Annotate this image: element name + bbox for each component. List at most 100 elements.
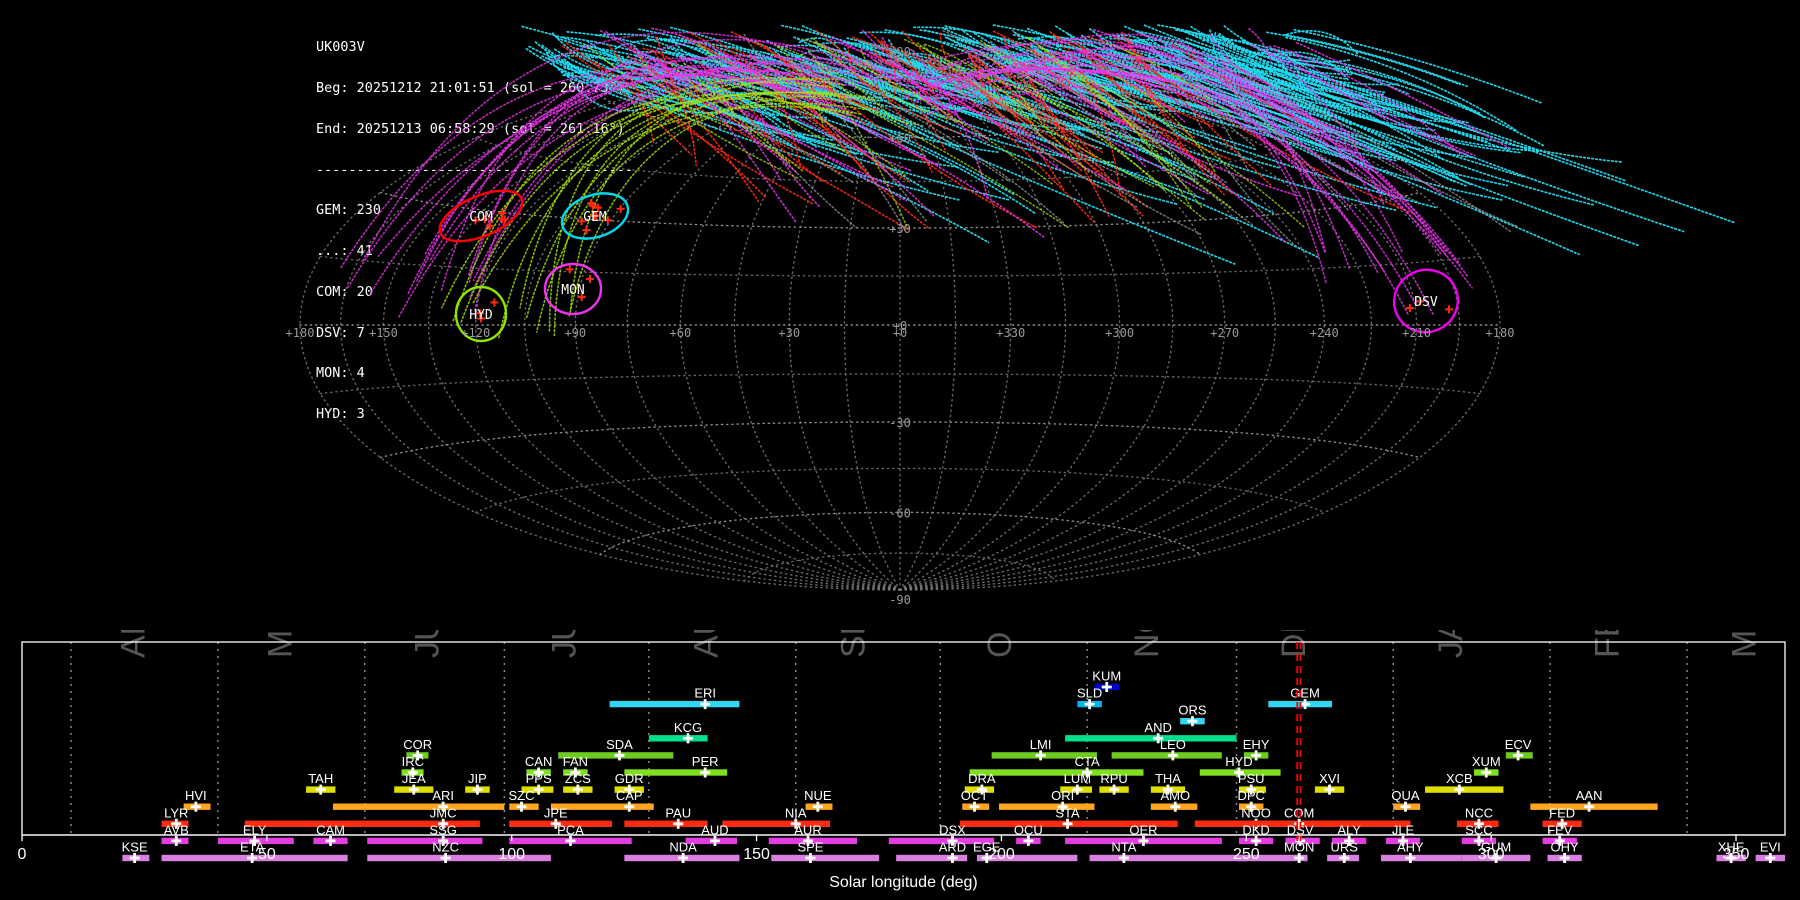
shower-bar-leo[interactable]: LEO [1111,737,1222,761]
shower-bar-irc[interactable]: IRC [401,754,424,778]
shower-bar-xum[interactable]: XUM [1472,754,1501,778]
bar-label: CAM [316,822,345,837]
shower-bar-rpu[interactable]: RPU [1099,771,1129,795]
shower-bar-pps[interactable]: PPS [521,771,554,795]
radiant-ellipse-hyd[interactable]: HYD [454,285,508,343]
shower-bar-ely[interactable]: ELY [217,822,294,846]
shower-bar-and[interactable]: AND [1065,720,1237,744]
x-axis-layer: 0 50 100 150 200 250 300 350 Solar longitude (de… [18,834,1785,891]
shower-bar-pca[interactable]: PCA [509,822,632,846]
shower-bar-jmc[interactable]: JMC [244,805,480,829]
shower-bar-dsx[interactable]: DSX [888,822,995,846]
shower-bar-tha[interactable]: THA [1150,771,1186,795]
shower-bar-mon[interactable]: MON [1238,840,1314,864]
shower-bar-tah[interactable]: TAH [306,771,336,795]
shower-bar-nda[interactable]: NDA [624,840,740,864]
shower-bar-avb[interactable]: AVB [161,822,189,846]
radiant-ellipse-dsv[interactable]: DSV [1384,259,1468,342]
shower-bar-zcs[interactable]: ZCS [563,771,593,795]
radiant-ellipse-mon[interactable]: MON [543,262,603,316]
shower-bar-sda[interactable]: SDA [558,737,674,761]
shower-bar-ori[interactable]: ORI [998,788,1095,812]
shower-bar-ecv[interactable]: ECV [1505,737,1533,761]
shower-bar-ncc[interactable]: NCC [1456,805,1499,829]
x-tick-label-350: 350 [1723,846,1750,863]
shower-bar-cap[interactable]: CAP [550,788,654,812]
bar-label: JMC [430,805,457,820]
shower-bar-xcb[interactable]: XCB [1425,771,1504,795]
shower-bar-jip[interactable]: JIP [465,771,490,795]
shower-bar-amo[interactable]: AMO [1150,788,1198,812]
shower-bar-fev[interactable]: FEV [1542,822,1577,846]
shower-bar-xhe[interactable]: XHE [1716,840,1746,864]
shower-bar-ssg[interactable]: SSG [367,822,483,846]
shower-bar-fed[interactable]: FED [1542,805,1582,829]
shower-bar-hvi[interactable]: HVI [183,788,211,812]
shower-bar-ahy[interactable]: AHY [1380,840,1462,864]
shower-bar-oct[interactable]: OCT [961,788,990,812]
shower-bar-com[interactable]: COM [1194,805,1411,829]
shower-bar-spe[interactable]: SPE [771,840,880,864]
radiant-label-dsv: DSV [1414,295,1438,310]
shower-bar-ege[interactable]: EGE [973,840,1078,864]
shower-bar-jle[interactable]: JLE [1385,822,1421,846]
shower-bar-scc[interactable]: SCC [1461,822,1497,846]
radiant-label-hyd: HYD [469,308,493,323]
peak-marker-v [1484,767,1488,778]
shower-bar-jpe[interactable]: JPE [509,805,613,829]
shower-bar-sta[interactable]: STA [959,805,1178,829]
shower-bar-evi[interactable]: EVI [1755,840,1785,864]
shower-bar-szc[interactable]: SZC [509,788,539,812]
shower-bar-oer[interactable]: OER [1065,822,1222,846]
shower-bar-lyr[interactable]: LYR [161,805,189,829]
shower-bar-gum[interactable]: GUM [1461,840,1531,864]
shower-bar-per[interactable]: PER [624,754,728,778]
shower-bar-jea[interactable]: JEA [394,771,434,795]
peak-marker-v [1494,853,1498,863]
shower-bar-nue[interactable]: NUE [804,788,833,812]
bar-label: DSX [939,822,966,837]
shower-bar-aan[interactable]: AAN [1530,788,1658,812]
shower-bar-gdr[interactable]: GDR [614,771,644,795]
shower-bar-ocu[interactable]: OCU [1014,822,1043,846]
radiant-ellipse-gem[interactable]: GEM [556,186,634,247]
shower-bar-kum[interactable]: KUM [1092,669,1121,693]
shower-bar-qua[interactable]: QUA [1391,788,1421,812]
shower-bar-urs[interactable]: URS [1327,840,1359,864]
shower-bar-psu[interactable]: PSU [1238,771,1266,795]
shower-bar-pau[interactable]: PAU [624,805,708,829]
shower-bar-sld[interactable]: SLD [1077,686,1102,710]
bar-label: DPC [1237,788,1264,803]
shower-bar-hyd[interactable]: HYD [1199,754,1281,778]
shower-bar-aur[interactable]: AUR [768,822,857,846]
shower-bar-ohy[interactable]: OHY [1547,840,1582,864]
shower-bar-ari[interactable]: ARI [332,788,505,812]
shower-bar-lum[interactable]: LUM [1060,771,1093,795]
shower-bar-ehy[interactable]: EHY [1243,737,1270,761]
shower-bar-dpc[interactable]: DPC [1237,788,1265,812]
shower-bar-kse[interactable]: KSE [122,840,150,864]
bar-extent [896,854,968,862]
shower-bar-kcg[interactable]: KCG [648,720,708,744]
shower-bar-cta[interactable]: CTA [969,754,1144,778]
shower-bar-dra[interactable]: DRA [964,771,996,795]
shower-bar-nia[interactable]: NIA [722,805,831,829]
shower-bar-aud[interactable]: AUD [685,822,737,846]
shower-bar-aly[interactable]: ALY [1332,822,1367,846]
shower-bar-dkd[interactable]: DKD [1238,822,1274,846]
shower-bar-eta[interactable]: ETA [161,840,348,864]
shower-bar-can[interactable]: CAN [525,754,552,778]
peak-marker-v [951,853,954,863]
shower-bar-cor[interactable]: COR [403,737,432,761]
bar-label: ELY [243,822,267,837]
shower-bar-xvi[interactable]: XVI [1314,771,1345,795]
shower-bar-ard[interactable]: ARD [896,840,968,864]
shower-bar-eri[interactable]: ERI [609,686,740,710]
shower-bar-nzc[interactable]: NZC [367,840,551,864]
radiant-ellipse-com[interactable]: COM [433,180,530,251]
shower-bar-ors[interactable]: ORS [1178,703,1207,727]
shower-bar-lmi[interactable]: LMI [991,737,1097,761]
shower-bar-fan[interactable]: FAN [563,754,588,778]
shower-bar-cam[interactable]: CAM [313,822,348,846]
shower-bar-nta[interactable]: NTA [1089,840,1247,864]
